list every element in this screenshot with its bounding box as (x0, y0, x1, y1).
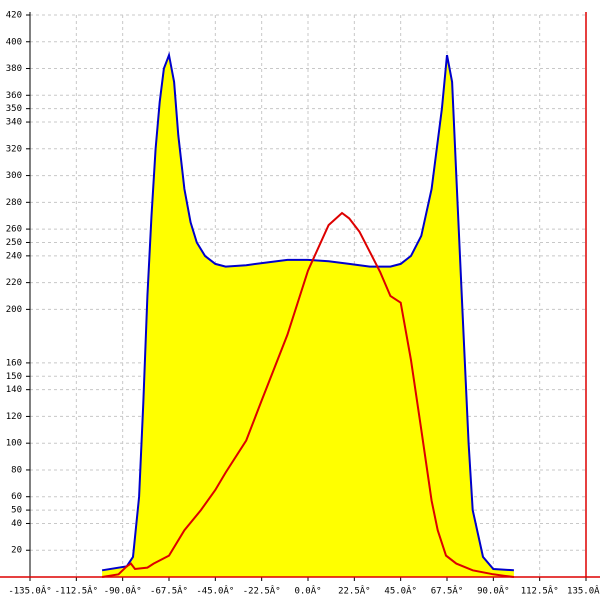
y-tick-label: 80 (11, 465, 22, 475)
y-tick-label: 340 (6, 118, 22, 128)
y-tick-label: 160 (6, 358, 22, 368)
y-tick-label: 50 (11, 506, 22, 516)
line (101, 211, 515, 578)
x-tick-label: -90.0Â° (104, 585, 142, 597)
x-tick-label: 0.0Â° (294, 585, 321, 597)
y-tick-label: 150 (6, 372, 22, 382)
y-tick-label: 60 (11, 492, 22, 502)
x-tick-label: -67.5Â° (150, 585, 188, 597)
y-tick-label: 280 (6, 198, 22, 208)
y-tick-label: 140 (6, 385, 22, 395)
y-tick-label: 320 (6, 144, 22, 154)
y-tick-label: 400 (6, 37, 22, 47)
y-tick-label: 350 (6, 104, 22, 114)
y-tick-label: 220 (6, 278, 22, 288)
y-tick-label: 100 (6, 439, 22, 449)
x-tick-label: 67.5Â° (431, 585, 464, 597)
y-tick-label: 260 (6, 225, 22, 235)
y-tick-label: 240 (6, 251, 22, 261)
y-tick-label: 250 (6, 238, 22, 248)
x-tick-label: -22.5Â° (243, 585, 281, 597)
x-tick-label: 90.0Â° (477, 585, 510, 597)
x-tick-label: 45.0Â° (384, 585, 417, 597)
y-tick-label: 20 (11, 546, 22, 556)
y-tick-label: 120 (6, 412, 22, 422)
y-tick-label: 40 (11, 519, 22, 529)
x-tick-label: -112.5Â° (55, 585, 98, 597)
y-tick-label: 360 (6, 91, 22, 101)
x-tick-label: -45.0Â° (196, 585, 234, 597)
area (102, 55, 514, 578)
y-tick-label: 420 (6, 11, 22, 21)
x-tick-label: -135.0Â° (8, 585, 51, 597)
x-tick-label: 135.0Â° (567, 585, 600, 597)
y-tick-label: 300 (6, 171, 22, 181)
x-tick-label: 112.5Â° (521, 585, 559, 597)
y-tick-label: 380 (6, 64, 22, 74)
x-tick-label: 22.5Â° (338, 585, 371, 597)
y-tick-label: 200 (6, 305, 22, 315)
line (101, 51, 514, 572)
